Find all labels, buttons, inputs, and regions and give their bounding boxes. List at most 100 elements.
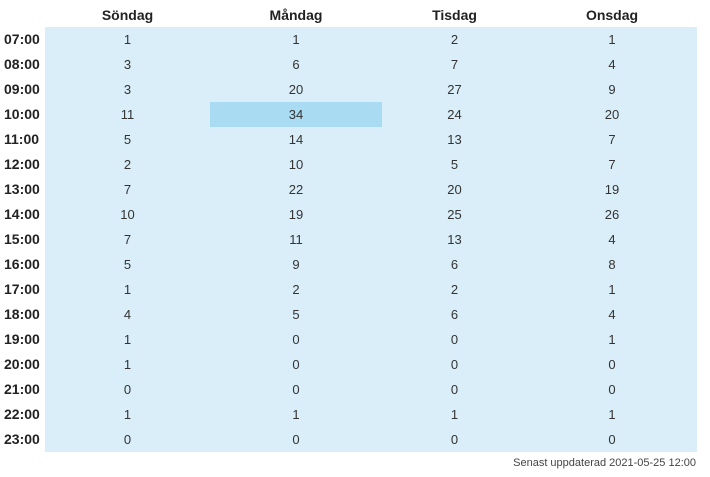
table-row: 16:00 5 9 6 8	[0, 252, 710, 277]
table-cell: 1	[608, 407, 616, 422]
hour-label: 21:00	[4, 381, 40, 397]
table-cell: 0	[292, 332, 300, 347]
table-cell: 7	[123, 182, 132, 197]
table-cell: 1	[608, 282, 616, 297]
table-cell: 20	[288, 82, 304, 97]
table-row: 13:00 7 22 20 19	[0, 177, 710, 202]
table-cell: 11	[289, 232, 303, 247]
hour-label: 08:00	[4, 56, 40, 72]
hour-label: 15:00	[4, 231, 40, 247]
table-cell: 1	[450, 407, 459, 422]
table-cell: 6	[292, 57, 300, 72]
hour-label: 10:00	[4, 106, 40, 122]
table-cell: 26	[604, 207, 620, 222]
table-row: 15:00 7 11 13 4	[0, 227, 710, 252]
table-row: 12:00 2 10 5 7	[0, 152, 710, 177]
table-cell: 0	[450, 432, 459, 447]
table-cell: 0	[292, 432, 300, 447]
hour-label: 23:00	[4, 431, 40, 447]
table-row: 18:00 4 5 6 4	[0, 302, 710, 327]
table-cell: 10	[120, 207, 135, 222]
hour-label: 19:00	[4, 331, 40, 347]
table-cell: 11	[120, 107, 135, 122]
table-cell: 7	[608, 132, 616, 147]
table-row: 19:00 1 0 0 1	[0, 327, 710, 352]
hour-label: 20:00	[4, 356, 40, 372]
table-row: 23:00 0 0 0 0	[0, 427, 710, 452]
table-cell: 0	[608, 357, 616, 372]
table-cell: 1	[123, 407, 132, 422]
table-cell: 20	[604, 107, 620, 122]
table-cell: 4	[608, 307, 616, 322]
table-cell: 6	[450, 307, 459, 322]
table-cell: 0	[608, 432, 616, 447]
table-row: 14:00 10 19 25 26	[0, 202, 710, 227]
table-cell: 0	[292, 382, 300, 397]
table-cell: 1	[123, 357, 132, 372]
day-header-tuesday: Tisdag	[432, 7, 477, 23]
hour-label: 13:00	[4, 181, 40, 197]
table-row: 17:00 1 2 2 1	[0, 277, 710, 302]
table-cell: 4	[608, 232, 616, 247]
day-header-wednesday: Onsdag	[585, 7, 639, 23]
table-cell: 27	[447, 82, 462, 97]
table-cell: 20	[447, 182, 462, 197]
table-cell: 9	[608, 82, 616, 97]
table-cell: 2	[450, 282, 459, 297]
table-cell: 9	[292, 257, 300, 272]
table-cell: 7	[608, 157, 616, 172]
table-cell: 34	[210, 102, 382, 127]
table-row: 09:00 3 20 27 9	[0, 77, 710, 102]
hour-label: 12:00	[4, 156, 40, 172]
hour-label: 11:00	[4, 131, 40, 147]
table-cell: 0	[450, 332, 459, 347]
table-row: 11:00 5 14 13 7	[0, 127, 710, 152]
table-cell: 1	[292, 32, 300, 47]
table-cell: 19	[604, 182, 620, 197]
table-row: 08:00 3 6 7 4	[0, 52, 710, 77]
hour-label: 16:00	[4, 256, 40, 272]
table-cell: 5	[123, 257, 132, 272]
table-cell: 8	[608, 257, 616, 272]
table-cell: 2	[292, 282, 300, 297]
table-row: 07:00 1 1 2 1	[0, 27, 710, 52]
table-cell: 0	[292, 357, 300, 372]
table-cell: 1	[608, 332, 616, 347]
table-row: 22:00 1 1 1 1	[0, 402, 710, 427]
hour-label: 18:00	[4, 306, 40, 322]
table-row: 21:00 0 0 0 0	[0, 377, 710, 402]
table-cell: 4	[608, 57, 616, 72]
table-cell: 5	[123, 132, 132, 147]
table-cell: 25	[447, 207, 462, 222]
table-cell: 4	[123, 307, 132, 322]
table-cell: 1	[123, 332, 132, 347]
table-cell: 0	[450, 357, 459, 372]
day-header-sunday: Söndag	[101, 7, 154, 23]
table-cell: 10	[288, 157, 304, 172]
table-cell: 1	[292, 407, 300, 422]
table-cell: 0	[123, 382, 132, 397]
table-cell: 1	[123, 282, 132, 297]
table-cell: 14	[288, 132, 304, 147]
table-row: 10:00 11 34 24 20	[0, 102, 710, 127]
table-cell: 13	[447, 132, 462, 147]
table-row: 20:00 1 0 0 0	[0, 352, 710, 377]
table-cell: 1	[123, 32, 132, 47]
table-cell: 7	[450, 57, 459, 72]
table-cell: 2	[450, 32, 459, 47]
table-cell: 3	[123, 82, 132, 97]
table-cell: 22	[288, 182, 304, 197]
table-cell: 2	[123, 157, 132, 172]
table-cell: 1	[608, 32, 616, 47]
table-cell: 5	[450, 157, 459, 172]
table-cell: 24	[447, 107, 462, 122]
hour-label: 09:00	[4, 81, 40, 97]
last-updated-text: Senast uppdaterad 2021-05-25 12:00	[513, 457, 696, 469]
table-cell: 5	[292, 307, 300, 322]
hour-label: 22:00	[4, 406, 40, 422]
table-cell: 13	[447, 232, 462, 247]
day-header-row: Söndag Måndag Tisdag Onsdag	[0, 4, 710, 26]
hour-label: 17:00	[4, 281, 40, 297]
hour-label: 07:00	[4, 31, 40, 47]
table-cell: 0	[450, 382, 459, 397]
